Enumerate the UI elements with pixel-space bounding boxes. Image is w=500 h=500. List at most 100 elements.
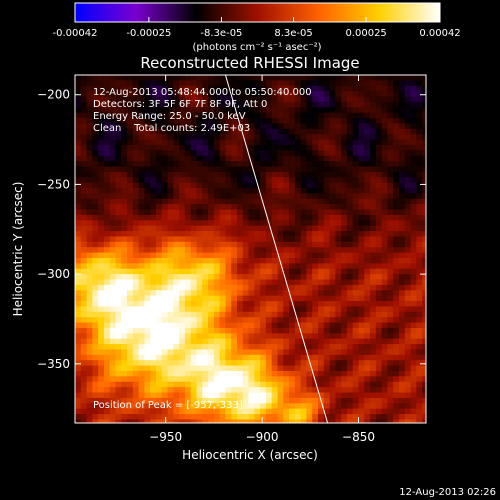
heatmap-cell (184, 327, 192, 334)
heatmap-cell (370, 387, 377, 393)
heatmap-cell (202, 139, 209, 146)
heatmap-cell (248, 381, 255, 388)
heatmap-cell (254, 193, 261, 200)
heatmap-cell (346, 274, 354, 280)
heatmap-cell (265, 376, 273, 383)
heatmap-cell (335, 360, 342, 366)
heatmap-cell (283, 209, 290, 216)
heatmap-cell (121, 381, 128, 388)
heatmap-cell (260, 171, 267, 178)
heatmap-cell (346, 322, 354, 329)
heatmap-cell (300, 419, 307, 423)
heatmap-cell (121, 134, 128, 140)
heatmap-cell (271, 263, 278, 270)
heatmap-cell (404, 134, 411, 140)
heatmap-cell (184, 365, 192, 372)
heatmap-cell (115, 349, 122, 356)
heatmap-cell (323, 112, 330, 119)
heatmap-cell (410, 252, 417, 259)
heatmap-cell (190, 338, 197, 345)
heatmap-cell (132, 365, 140, 372)
heatmap-cell (132, 128, 140, 135)
heatmap-cell (92, 155, 99, 162)
heatmap-cell (381, 301, 388, 307)
heatmap-cell (358, 85, 365, 92)
heatmap-cell (370, 333, 377, 340)
heatmap-cell (341, 96, 348, 103)
heatmap-cell (352, 91, 359, 97)
heatmap-cell (341, 198, 348, 205)
heatmap-cell (387, 311, 394, 318)
heatmap-cell (387, 166, 394, 173)
heatmap-cell (138, 365, 145, 372)
heatmap-cell (289, 155, 296, 162)
heatmap-cell (121, 112, 128, 119)
heatmap-cell (202, 327, 209, 334)
heatmap-cell (121, 263, 128, 270)
detectors-text: Detectors: 3F 5F 6F 7F 8F 9F, Att 0 (93, 99, 267, 110)
heatmap-cell (294, 392, 302, 399)
heatmap-cell (219, 188, 226, 194)
heatmap-cell (375, 290, 383, 297)
heatmap-cell (213, 101, 221, 108)
heatmap-cell (103, 171, 111, 178)
heatmap-cell (115, 392, 122, 399)
heatmap-cell (213, 360, 221, 366)
heatmap-cell (260, 397, 267, 404)
heatmap-cell (422, 403, 426, 410)
heatmap-cell (294, 166, 302, 173)
heatmap-cell (381, 231, 388, 237)
heatmap-cell (381, 397, 388, 404)
heatmap-cell (364, 123, 371, 130)
heatmap-cell (294, 257, 302, 264)
heatmap-cell (352, 263, 359, 270)
heatmap-cell (312, 397, 319, 404)
heatmap-cell (138, 295, 145, 302)
heatmap-cell (167, 107, 174, 114)
heatmap-cell (294, 419, 302, 423)
heatmap-cell (346, 354, 354, 361)
heatmap-cell (242, 414, 249, 420)
heatmap-cell (399, 349, 406, 356)
heatmap-cell (306, 101, 313, 108)
heatmap-cell (150, 220, 157, 227)
heatmap-cell (115, 91, 122, 97)
heatmap-cell (422, 349, 426, 356)
heatmap-cell (242, 150, 249, 157)
heatmap-cell (138, 171, 145, 178)
heatmap-cell (196, 381, 203, 388)
heatmap-cell (289, 214, 296, 221)
heatmap-cell (132, 387, 140, 393)
heatmap-cell (387, 268, 394, 275)
heatmap-cell (265, 214, 273, 221)
heatmap-cell (393, 204, 400, 210)
heatmap-cell (335, 333, 342, 340)
heatmap-cell (352, 209, 359, 216)
heatmap-cell (329, 225, 336, 232)
heatmap-cell (184, 214, 192, 221)
heatmap-cell (86, 381, 93, 388)
heatmap-cell (127, 284, 134, 291)
heatmap-cell (202, 414, 209, 420)
heatmap-cell (121, 344, 128, 350)
heatmap-cell (75, 236, 82, 243)
heatmap-cell (393, 182, 400, 189)
heatmap-cell (318, 322, 325, 329)
heatmap-cell (283, 166, 290, 173)
heatmap-cell (370, 123, 377, 130)
heatmap-cell (179, 101, 186, 108)
heatmap-cell (300, 91, 307, 97)
heatmap-cell (190, 414, 197, 420)
heatmap-cell (167, 365, 174, 372)
heatmap-cell (404, 85, 411, 92)
heatmap-cell (213, 166, 221, 173)
heatmap-cell (428, 306, 434, 312)
heatmap-cell (242, 257, 249, 264)
heatmap-cell (225, 123, 232, 130)
heatmap-cell (202, 96, 209, 103)
heatmap-cell (254, 209, 261, 216)
heatmap-cell (127, 128, 134, 135)
heatmap-cell (341, 101, 348, 108)
heatmap-cell (98, 96, 105, 103)
heatmap-cell (103, 419, 111, 423)
